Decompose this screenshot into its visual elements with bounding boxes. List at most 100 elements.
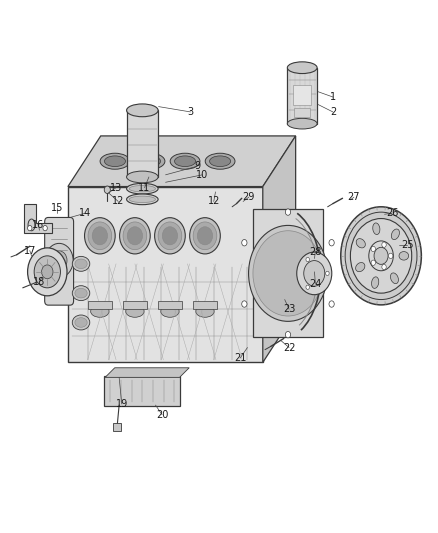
Circle shape [329, 301, 334, 307]
Text: 17: 17 [24, 246, 36, 255]
Ellipse shape [161, 305, 179, 317]
Circle shape [326, 271, 329, 276]
FancyBboxPatch shape [287, 68, 317, 124]
Ellipse shape [75, 259, 87, 269]
Ellipse shape [356, 239, 365, 248]
Ellipse shape [155, 217, 185, 254]
FancyBboxPatch shape [293, 85, 311, 105]
Circle shape [286, 332, 291, 338]
Circle shape [42, 265, 53, 279]
Ellipse shape [170, 154, 200, 169]
Ellipse shape [205, 154, 235, 169]
Circle shape [371, 246, 375, 252]
Circle shape [286, 209, 291, 215]
Circle shape [329, 239, 334, 246]
Polygon shape [105, 368, 189, 377]
Ellipse shape [105, 156, 126, 166]
Circle shape [51, 251, 67, 270]
Ellipse shape [197, 227, 213, 245]
Circle shape [304, 261, 325, 286]
Text: 3: 3 [187, 107, 194, 117]
Text: 28: 28 [309, 247, 321, 256]
Circle shape [28, 248, 67, 296]
FancyBboxPatch shape [104, 376, 180, 406]
Ellipse shape [158, 222, 182, 249]
Text: 16: 16 [32, 220, 45, 230]
FancyBboxPatch shape [127, 110, 158, 177]
Ellipse shape [287, 62, 317, 74]
Ellipse shape [127, 194, 158, 205]
Ellipse shape [92, 227, 108, 245]
Ellipse shape [126, 305, 144, 317]
Text: 18: 18 [33, 278, 46, 287]
Circle shape [242, 239, 247, 246]
Ellipse shape [127, 171, 158, 183]
Text: 23: 23 [283, 304, 295, 314]
FancyBboxPatch shape [113, 423, 121, 431]
Circle shape [341, 207, 421, 305]
Text: 10: 10 [196, 170, 208, 180]
Ellipse shape [210, 156, 231, 166]
Circle shape [369, 241, 393, 271]
Text: 25: 25 [401, 240, 413, 250]
Ellipse shape [75, 318, 87, 327]
FancyBboxPatch shape [294, 108, 310, 117]
Polygon shape [253, 209, 323, 337]
Text: 22: 22 [283, 343, 295, 352]
Polygon shape [24, 204, 52, 233]
Polygon shape [68, 187, 263, 362]
Circle shape [104, 186, 110, 193]
Text: 12: 12 [208, 197, 220, 206]
Circle shape [382, 242, 386, 247]
Circle shape [45, 244, 73, 278]
Ellipse shape [127, 104, 158, 117]
Text: 19: 19 [116, 399, 128, 409]
Ellipse shape [162, 227, 178, 245]
Circle shape [306, 257, 309, 262]
FancyBboxPatch shape [45, 217, 74, 305]
Ellipse shape [72, 315, 90, 330]
Ellipse shape [91, 305, 109, 317]
Ellipse shape [75, 288, 87, 298]
Text: 15: 15 [51, 203, 63, 213]
Circle shape [43, 225, 47, 231]
Text: 14: 14 [79, 208, 92, 218]
Circle shape [350, 219, 412, 293]
Text: 26: 26 [386, 208, 398, 218]
Ellipse shape [85, 217, 115, 254]
Ellipse shape [356, 263, 365, 272]
Ellipse shape [399, 252, 409, 260]
Ellipse shape [391, 229, 399, 240]
Text: 21: 21 [234, 353, 246, 363]
Ellipse shape [196, 305, 214, 317]
Circle shape [382, 264, 386, 270]
Text: 2: 2 [330, 107, 336, 117]
Circle shape [242, 301, 247, 307]
Text: 29: 29 [243, 192, 255, 202]
Ellipse shape [139, 156, 160, 166]
Text: 13: 13 [110, 183, 122, 192]
Ellipse shape [135, 154, 165, 169]
FancyBboxPatch shape [158, 301, 182, 309]
Ellipse shape [190, 217, 220, 254]
Ellipse shape [390, 273, 399, 284]
Text: 1: 1 [330, 92, 336, 102]
Circle shape [56, 256, 63, 265]
Ellipse shape [123, 222, 147, 249]
Circle shape [345, 212, 417, 300]
Circle shape [34, 256, 60, 288]
Circle shape [249, 225, 328, 321]
Text: 12: 12 [112, 197, 124, 206]
Text: 11: 11 [138, 183, 151, 192]
Polygon shape [68, 136, 296, 187]
FancyBboxPatch shape [193, 301, 217, 309]
Circle shape [371, 260, 375, 265]
Ellipse shape [88, 222, 112, 249]
Ellipse shape [129, 185, 155, 192]
Ellipse shape [371, 277, 379, 288]
Ellipse shape [373, 223, 380, 235]
Circle shape [253, 231, 323, 316]
FancyBboxPatch shape [88, 301, 112, 309]
FancyBboxPatch shape [123, 301, 147, 309]
Text: 9: 9 [194, 161, 200, 171]
